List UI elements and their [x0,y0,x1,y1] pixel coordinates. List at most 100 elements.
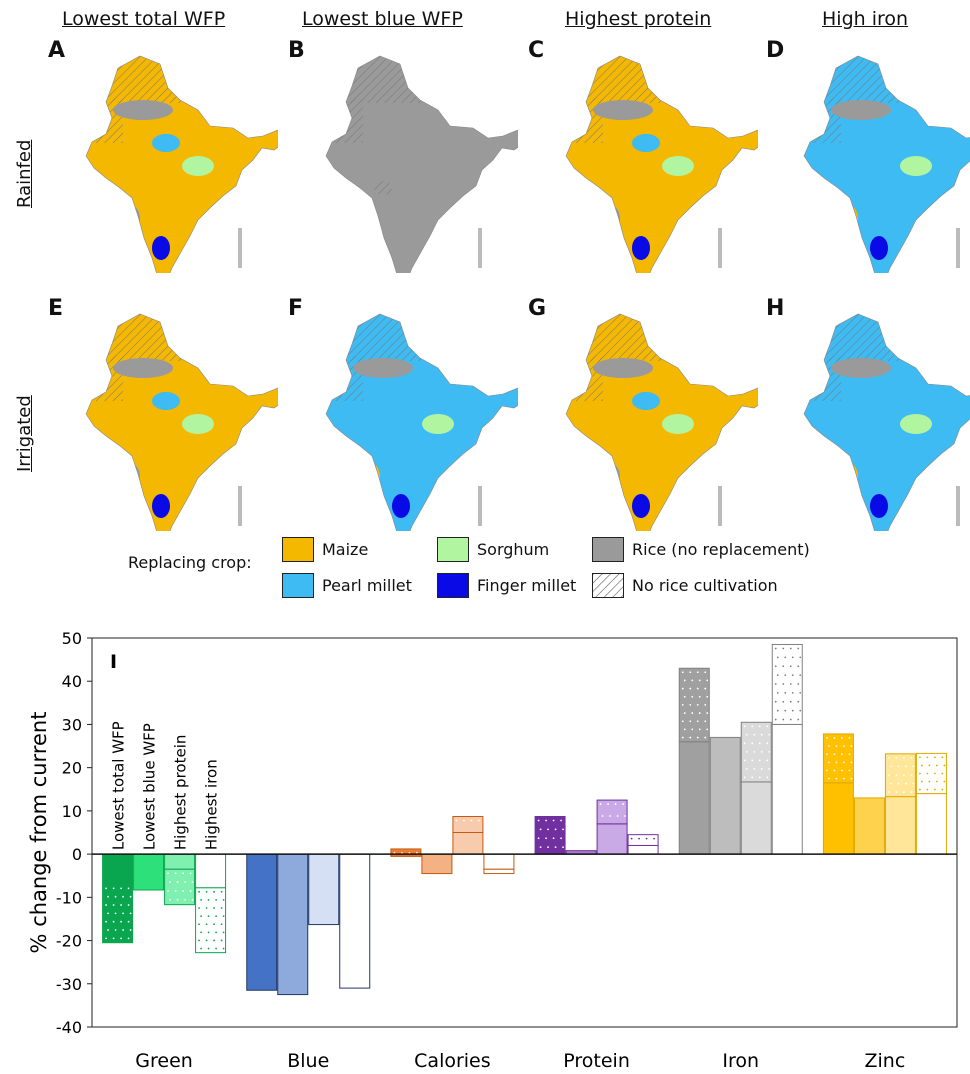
y-tick-label: 0 [72,845,82,864]
panel-letter: G [528,296,547,321]
stipple-dot [799,656,802,659]
stipple-dot [704,671,707,674]
stipple-dot [888,756,890,759]
stipple-dot [895,774,898,776]
no-rice-region [86,98,123,143]
no-rice-region [804,314,916,361]
stipple-dot [910,791,913,793]
no-rice-region [566,98,603,143]
stipple-dot [758,759,761,762]
stipple-dot [828,761,830,764]
stipple-dot [127,887,130,890]
stipple-dot [683,679,686,682]
stipple-dot [903,791,905,793]
row-title-irrigated: Irrigated [14,395,35,472]
stipple-dot [220,890,223,893]
pearl-millet-region [152,392,180,410]
bar-rainfed [421,853,453,875]
stipple-dot [791,692,794,694]
stipple-dot [841,753,843,756]
finger-millet-region [152,494,170,518]
stipple-dot [941,772,944,775]
stipple-dot [833,769,836,772]
rice-region [353,358,413,378]
stipple-dot [681,720,684,723]
stipple-dot [743,776,746,779]
stipple-dot [934,756,936,759]
stipple-dot [912,765,915,768]
stipple-dot [895,756,898,759]
stipple-dot [539,846,542,848]
y-tick-label: -40 [56,1018,82,1037]
stipple-dot [758,725,761,728]
finger-millet-region [392,494,410,518]
bar-rainfed [246,853,278,991]
stipple-dot [120,904,122,906]
stipple-dot [198,907,200,909]
sorghum-region [662,156,694,176]
map-panel: D [766,38,970,273]
stipple-dot [774,665,777,668]
stipple-dot [791,709,794,712]
maize-swatch [282,537,314,562]
bar-irrigated [884,753,916,798]
stipple-dot [704,736,707,739]
bar-rainfed [195,853,227,889]
panel-letter: B [288,38,305,63]
stipple-dot [789,647,792,650]
panel-letter: A [48,38,66,63]
stipple-dot [455,819,458,822]
sorghum-region [900,414,932,434]
stipple-dot [888,774,890,776]
bar-irrigated [915,752,947,795]
stipple-dot [843,761,845,764]
bar-irrigated [740,721,772,783]
stipple-dot [222,899,225,901]
stipple-dot [934,788,936,791]
stipple-dot [182,890,184,892]
stipple-dot [200,899,202,901]
stipple-dot [191,881,194,883]
stipple-dot [107,912,109,915]
map-panel: E [48,296,278,531]
stipple-dot [470,819,473,822]
stipple-dot [463,819,465,822]
bar-rainfed [740,781,772,855]
stipple-dot [753,733,756,736]
stipple-dot [903,774,905,776]
no-rice-region [804,98,841,143]
stipple-dot [176,898,179,901]
stipple-dot [112,937,115,940]
islands [238,228,242,268]
stipple-dot [560,819,562,822]
stipple-dot [638,837,640,840]
stipple-dot [766,776,769,779]
stipple-dot [766,725,769,728]
stipple-dot [545,819,547,822]
stipple-dot [745,767,748,770]
stipple-dot [213,939,215,942]
mixed-region [356,462,380,490]
legend-label-sorghum: Sorghum [477,540,550,559]
bar-rainfed [339,853,371,989]
stipple-dot [943,780,946,783]
india-map [565,313,758,531]
rice-region [593,358,653,378]
stipple-dot [609,815,611,817]
rice-swatch [592,537,624,562]
stipple-dot [120,937,122,940]
stipple-dot [112,920,115,923]
rice-region [593,100,653,120]
bar-rainfed [627,844,659,855]
sorghum-region [662,414,694,434]
stipple-dot [934,772,936,775]
stipple-dot [220,907,223,909]
stipple-dot [176,881,179,883]
stipple-dot [129,895,132,898]
india-map [803,55,970,273]
y-tick-label: 40 [62,672,82,691]
stipple-dot [552,837,555,840]
stipple-dot [841,737,843,739]
row-title-rainfed: Rainfed [14,139,35,208]
stipple-dot [689,720,692,723]
